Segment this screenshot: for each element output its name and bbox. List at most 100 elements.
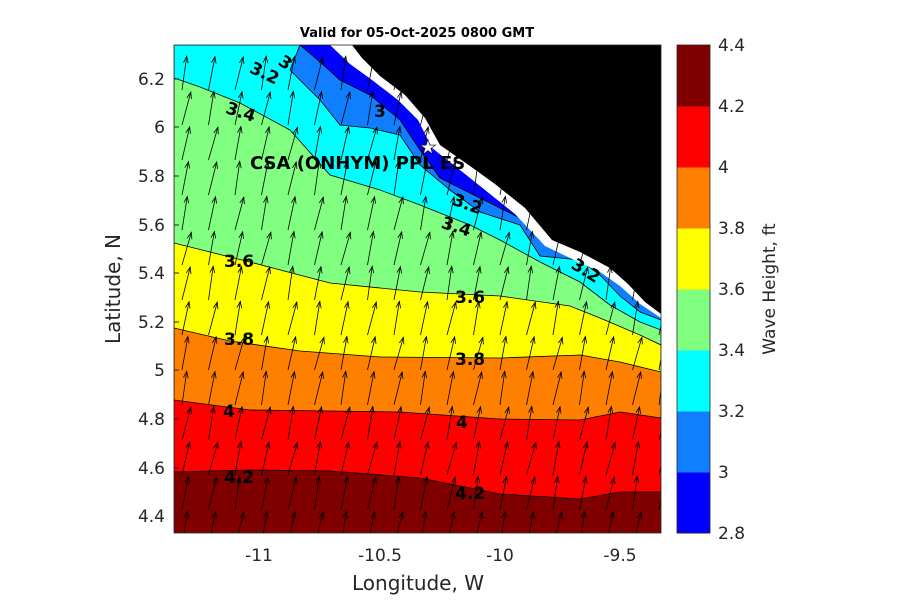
wave-arrow-head xyxy=(343,335,349,344)
wave-arrow xyxy=(181,56,188,91)
wave-arrow xyxy=(420,301,428,336)
wave-arrow-head xyxy=(211,55,217,64)
wave-arrow xyxy=(658,464,661,476)
wave-arrow xyxy=(526,161,536,196)
wave-arrow xyxy=(261,92,271,126)
wave-arrow-head xyxy=(371,301,378,310)
wave-arrow xyxy=(181,336,189,371)
wave-arrow-head xyxy=(474,475,481,484)
wave-arrow xyxy=(208,476,218,511)
wave-arrow xyxy=(314,301,321,336)
wave-arrow xyxy=(234,441,242,476)
colorbar-tick-label: 3 xyxy=(718,463,729,483)
wave-arrow xyxy=(632,91,640,126)
wave-arrow xyxy=(446,196,455,231)
wave-arrow xyxy=(393,337,404,371)
wave-arrow xyxy=(658,182,661,196)
wave-arrow-head xyxy=(610,126,617,135)
wave-arrow-head xyxy=(450,335,456,344)
wave-arrow-head xyxy=(266,231,272,240)
colorbar-swatch xyxy=(677,228,710,290)
wave-arrow xyxy=(287,336,297,371)
wave-arrow-head xyxy=(344,265,351,275)
wave-arrow xyxy=(499,301,508,336)
wave-arrow-head xyxy=(265,265,271,275)
colorbar-tick-label: 4.2 xyxy=(718,97,745,117)
wave-arrow-head xyxy=(634,300,640,309)
colorbar-tick-label: 4.4 xyxy=(718,36,745,56)
wave-arrow xyxy=(287,476,297,511)
wave-arrow-head xyxy=(397,230,403,239)
wave-arrow xyxy=(314,56,324,91)
wave-arrow xyxy=(261,196,268,231)
wave-arrow xyxy=(420,196,427,231)
wave-arrow xyxy=(314,197,324,231)
plot-area xyxy=(174,45,668,533)
wave-arrow xyxy=(287,231,295,266)
wave-arrow-head xyxy=(213,126,219,135)
wave-arrow-head xyxy=(185,125,191,134)
wave-arrow xyxy=(446,56,454,91)
colorbar-tick-label: 3.2 xyxy=(718,402,745,422)
wave-arrow-head xyxy=(210,405,216,414)
wave-arrow-head xyxy=(425,231,431,240)
wave-arrow-head xyxy=(502,335,508,344)
wave-arrow-head xyxy=(503,300,509,309)
wave-arrow-head xyxy=(424,91,431,100)
wave-arrow xyxy=(446,266,453,301)
wave-arrow-head xyxy=(450,475,457,485)
wave-arrow-head xyxy=(609,195,615,204)
wave-arrow-head xyxy=(636,55,642,65)
wave-arrow xyxy=(393,56,403,91)
wave-arrow-head xyxy=(530,475,536,485)
wave-arrow xyxy=(208,406,215,441)
wave-arrow xyxy=(473,406,481,441)
wave-arrow xyxy=(632,441,639,476)
wave-arrow-head xyxy=(663,442,668,449)
wave-arrow-head xyxy=(609,160,616,170)
wave-arrow xyxy=(287,442,298,476)
wave-arrow xyxy=(499,232,510,266)
wave-arrow xyxy=(605,406,612,441)
wave-arrow xyxy=(420,371,426,406)
wave-arrow xyxy=(208,266,214,301)
wave-arrow-head xyxy=(607,265,613,274)
wave-arrow-head xyxy=(662,162,667,169)
wave-arrow-head xyxy=(318,196,325,205)
wave-arrow xyxy=(658,72,661,91)
wave-arrow-head xyxy=(238,90,244,99)
wave-arrow-head xyxy=(237,125,243,134)
land-mass xyxy=(352,45,661,314)
wave-arrow-head xyxy=(583,91,590,100)
wave-arrow xyxy=(340,301,349,336)
wave-arrow xyxy=(234,301,241,336)
wave-arrow-head xyxy=(448,405,455,414)
wave-arrow-head xyxy=(607,90,614,99)
wave-arrow-head xyxy=(423,440,430,449)
wave-arrow xyxy=(181,266,191,301)
wave-arrow-head xyxy=(607,405,614,414)
wave-arrow xyxy=(393,301,400,336)
wave-arrow-head xyxy=(369,405,375,414)
wave-arrow-head xyxy=(238,55,245,65)
wave-arrow-head xyxy=(423,300,429,309)
wave-arrow-head xyxy=(291,195,297,204)
wave-arrow-head xyxy=(529,335,536,344)
wave-arrow-head xyxy=(609,510,615,519)
plot-frame xyxy=(173,44,662,534)
wave-arrow xyxy=(605,302,616,336)
wave-arrow-head xyxy=(528,230,535,239)
wave-arrow-head xyxy=(371,160,377,170)
wave-arrow xyxy=(340,126,350,161)
wave-arrow xyxy=(552,301,559,336)
wave-arrow-head xyxy=(210,90,216,99)
wave-arrow-head xyxy=(211,510,217,519)
station-star-icon: ★ xyxy=(419,135,437,159)
wave-arrow-head xyxy=(583,265,589,275)
wave-arrow-head xyxy=(342,370,348,379)
wave-arrow-head xyxy=(423,160,429,169)
wave-arrow-head xyxy=(662,302,667,309)
wave-arrow-head xyxy=(342,55,348,64)
wave-arrow-head xyxy=(582,440,589,449)
